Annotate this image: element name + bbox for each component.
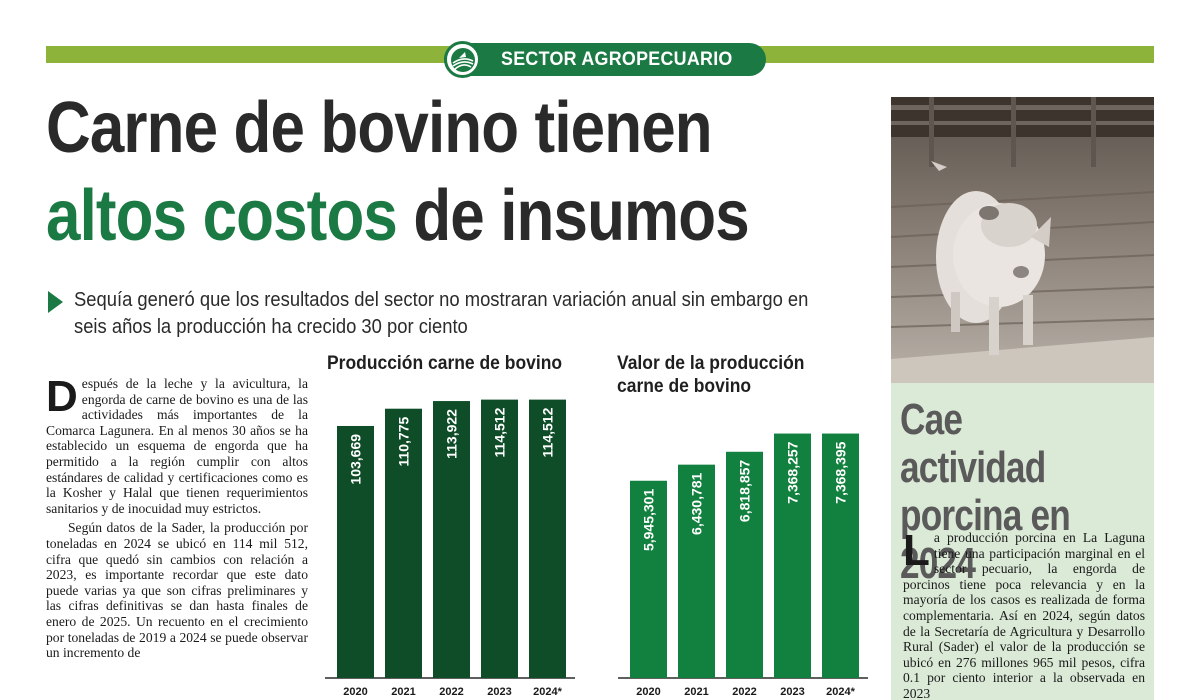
chart-1-bar	[433, 401, 470, 678]
chart-1-category-label: 2021	[391, 686, 415, 698]
section-badge: SECTOR AGROPECUARIO	[444, 41, 766, 78]
chart-2-bar	[630, 480, 667, 678]
body-paragraph-2: Según datos de la Sader, la producción p…	[46, 520, 308, 661]
headline-line-1: Carne de bovino tienen	[46, 88, 713, 168]
chart-2-title-line-1: Valor de la producción	[617, 353, 805, 374]
subheadline-arrow-icon	[48, 291, 63, 313]
chart-2-bar	[774, 433, 811, 678]
sidebar-title-line-2: porcina en 2024	[900, 491, 1071, 588]
chart-2-value-label: 7,368,395	[833, 441, 849, 503]
chart-2-bar	[726, 451, 763, 678]
chart-1-title: Producción carne de bovino	[327, 353, 563, 374]
chart-1-value-label: 110,775	[396, 416, 412, 466]
chart-production-value: 5,945,301 2020 6,430,781 2021 6,818,857 2022 7…	[618, 433, 868, 698]
chart-1-bar	[481, 399, 518, 678]
body-paragraph-1-text: espués de la leche y la avicultura, la e…	[46, 376, 308, 516]
chart-1-category-label: 2022	[439, 686, 463, 698]
pig-photo	[891, 97, 1154, 383]
chart-2-value-label: 7,368,257	[785, 441, 801, 503]
chart-1-value-label: 103,669	[348, 434, 364, 485]
chart-1-category-label: 2024*	[533, 686, 562, 698]
chart-2-title-line-2: carne de bovino	[617, 376, 752, 397]
sidebar-body-text: a producción porcina en La Laguna tiene …	[903, 530, 1145, 700]
section-label: SECTOR AGROPECUARIO	[501, 49, 733, 70]
chart-2-bar	[822, 433, 859, 678]
sidebar-title: Cae actividad porcina en 2024	[900, 396, 1100, 588]
chart-2-category-label: 2021	[684, 686, 708, 698]
headline-line-2: altos costos de insumos	[46, 180, 760, 252]
chart-2-value-label: 6,430,781	[689, 472, 705, 534]
chart-2-title: Valor de la producción carne de bovino	[617, 352, 847, 398]
chart-2-category-label: 2022	[732, 686, 756, 698]
chart-2-value-label: 5,945,301	[641, 489, 657, 551]
sidebar-box	[891, 383, 1154, 700]
sidebar-drop-cap: L	[903, 526, 930, 575]
chart-1-value-label: 114,512	[540, 407, 556, 457]
headline-accent: altos costos	[46, 176, 398, 256]
chart-1-value-label: 113,922	[444, 409, 460, 459]
chart-2-bar	[678, 464, 715, 678]
chart-production-volume: 103,669 2020 110,775 2021 113,922 2022 114,512…	[325, 399, 575, 698]
chart-2-category-label: 2020	[636, 686, 660, 698]
sidebar-title-line-1: Cae actividad	[900, 395, 1046, 492]
chart-1-bar	[337, 425, 374, 678]
chart-1-category-label: 2020	[343, 686, 367, 698]
drop-cap: D	[46, 372, 78, 421]
headline: Carne de bovino tienen altos costos de i…	[46, 92, 876, 252]
chart-1-value-label: 114,512	[492, 407, 508, 457]
chart-1-bar	[385, 408, 422, 678]
chart-2-category-label: 2023	[780, 686, 804, 698]
chart-2-category-label: 2024*	[826, 686, 855, 698]
chart-1-category-label: 2023	[487, 686, 511, 698]
section-logo-icon	[444, 41, 481, 78]
chart-2-value-label: 6,818,857	[737, 460, 753, 522]
headline-line-2-rest: de insumos	[396, 176, 749, 256]
chart-1-bar	[529, 399, 566, 678]
subheadline: Sequía generó que los resultados del sec…	[74, 289, 809, 338]
